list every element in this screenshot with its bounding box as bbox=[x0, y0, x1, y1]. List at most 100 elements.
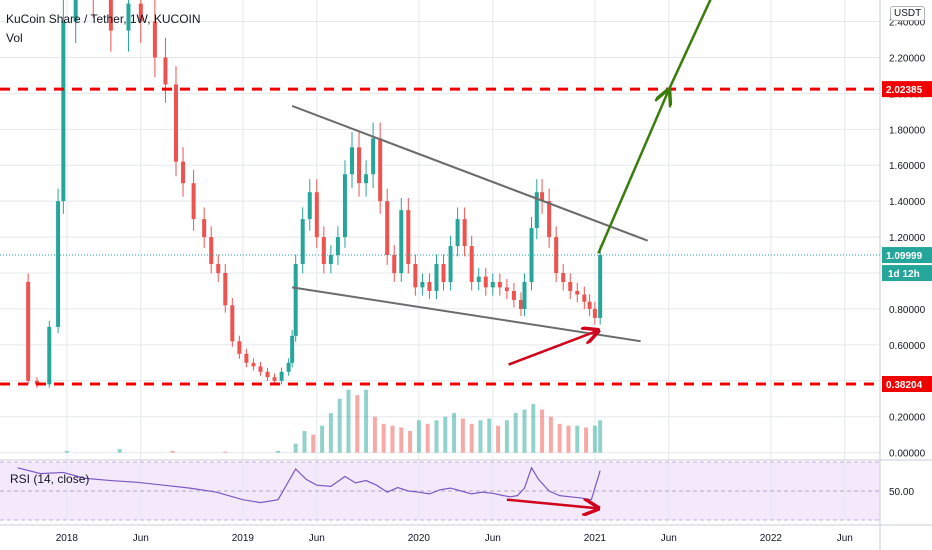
candle-body bbox=[174, 84, 178, 162]
candle-body bbox=[582, 294, 587, 302]
volume-bar bbox=[416, 420, 421, 453]
candle-body bbox=[385, 201, 390, 256]
y-tick-label: 0.20000 bbox=[889, 413, 926, 424]
candle-body bbox=[511, 290, 516, 300]
x-tick-label: Jun bbox=[309, 533, 325, 544]
candle-body bbox=[371, 138, 376, 175]
candle-body bbox=[434, 264, 439, 291]
rsi-line bbox=[17, 466, 601, 504]
volume-bar bbox=[452, 413, 457, 453]
candle-body bbox=[258, 366, 263, 372]
volume-bar bbox=[425, 423, 430, 453]
candle-body bbox=[307, 192, 312, 220]
volume-bar bbox=[522, 409, 527, 453]
candle-body bbox=[237, 341, 242, 354]
candle-body bbox=[321, 237, 326, 265]
y-tick-label: 2.40000 bbox=[889, 18, 926, 29]
candle-body bbox=[272, 377, 277, 381]
chart-legend: KuCoin Share / Tether, 1W, KUCOIN Vol bbox=[6, 10, 201, 48]
candle-body bbox=[518, 299, 523, 309]
candle-body bbox=[335, 237, 340, 256]
volume-bar bbox=[170, 450, 175, 453]
candle-body bbox=[441, 264, 446, 282]
y-tick-label: 1.80000 bbox=[889, 125, 926, 136]
candle-body bbox=[587, 301, 592, 309]
candle-body bbox=[26, 281, 31, 381]
candle-body bbox=[73, 0, 78, 22]
candle-body bbox=[561, 273, 566, 282]
badge-lower-level-bg bbox=[882, 375, 932, 392]
candle-body bbox=[265, 371, 270, 378]
candle-body bbox=[138, 3, 143, 22]
unit-label[interactable]: USDT bbox=[890, 6, 926, 21]
y-tick-label: 1.60000 bbox=[889, 161, 926, 172]
symbol-title[interactable]: KuCoin Share / Tether, 1W, KUCOIN bbox=[6, 12, 201, 26]
green-arrow bbox=[667, 0, 712, 91]
volume-bar bbox=[328, 413, 333, 453]
volume-bar bbox=[399, 427, 404, 453]
candle-body bbox=[47, 326, 52, 385]
x-tick-label: 2019 bbox=[232, 533, 255, 544]
green-arrow bbox=[597, 90, 668, 254]
volume-bar bbox=[540, 409, 545, 453]
candle-body bbox=[293, 264, 298, 336]
rsi-level-label: 50.00 bbox=[889, 487, 914, 498]
volume-bar bbox=[575, 425, 580, 453]
volume-bar bbox=[302, 431, 307, 453]
volume-bar bbox=[223, 451, 228, 453]
candle-body bbox=[152, 21, 157, 58]
candle-body bbox=[357, 147, 362, 184]
y-tick-label: 0.00000 bbox=[889, 449, 926, 460]
candle-body bbox=[230, 305, 235, 342]
candle-body bbox=[406, 210, 411, 265]
rsi-label[interactable]: RSI (14, close) bbox=[10, 472, 90, 486]
candle-body bbox=[163, 57, 168, 85]
x-tick-label: 2021 bbox=[584, 533, 607, 544]
volume-bar bbox=[443, 416, 448, 453]
volume-label[interactable]: Vol bbox=[6, 31, 23, 45]
candle-body bbox=[476, 276, 481, 282]
candle-body bbox=[469, 246, 474, 282]
volume-bar bbox=[372, 416, 377, 453]
badge-countdown: 1d 12h bbox=[888, 269, 920, 280]
candle-body bbox=[350, 147, 354, 175]
candle-body bbox=[497, 281, 502, 288]
badge-current-price-bg bbox=[882, 247, 932, 264]
volume-bar bbox=[504, 420, 509, 453]
y-tick-label: 1.20000 bbox=[889, 233, 926, 244]
x-tick-label: 2018 bbox=[56, 533, 79, 544]
volume-bar bbox=[320, 425, 325, 453]
candle-body bbox=[504, 287, 509, 291]
candle-body bbox=[191, 183, 196, 220]
volume-bar bbox=[337, 398, 342, 453]
volume-bar bbox=[390, 425, 395, 453]
y-tick-label: 0.80000 bbox=[889, 305, 926, 316]
volume-bar bbox=[487, 418, 492, 453]
x-tick-label: Jun bbox=[485, 533, 501, 544]
candle-body bbox=[462, 219, 467, 247]
volume-bar bbox=[276, 450, 281, 453]
volume-bar bbox=[584, 427, 589, 453]
volume-bar bbox=[364, 389, 369, 453]
candle-body bbox=[399, 210, 404, 274]
candle-body bbox=[216, 264, 221, 274]
volume-bar bbox=[592, 425, 597, 453]
candle-body bbox=[568, 281, 573, 291]
volume-bar bbox=[478, 420, 483, 453]
candle-body bbox=[540, 192, 545, 202]
candle-body bbox=[108, 0, 113, 31]
badge-upper-level-bg bbox=[882, 81, 932, 98]
candle-body bbox=[598, 255, 603, 318]
volume-bar bbox=[496, 425, 501, 453]
rsi-band bbox=[0, 462, 880, 520]
candle-body bbox=[490, 281, 495, 288]
x-tick-label: 2022 bbox=[760, 533, 783, 544]
candle-body bbox=[56, 201, 61, 327]
volume-bar bbox=[469, 423, 474, 453]
candle-body bbox=[420, 281, 425, 288]
candle-body bbox=[181, 161, 186, 184]
y-tick-label: 1.40000 bbox=[889, 197, 926, 208]
x-tick-label: Jun bbox=[133, 533, 149, 544]
candle-body bbox=[244, 353, 249, 363]
